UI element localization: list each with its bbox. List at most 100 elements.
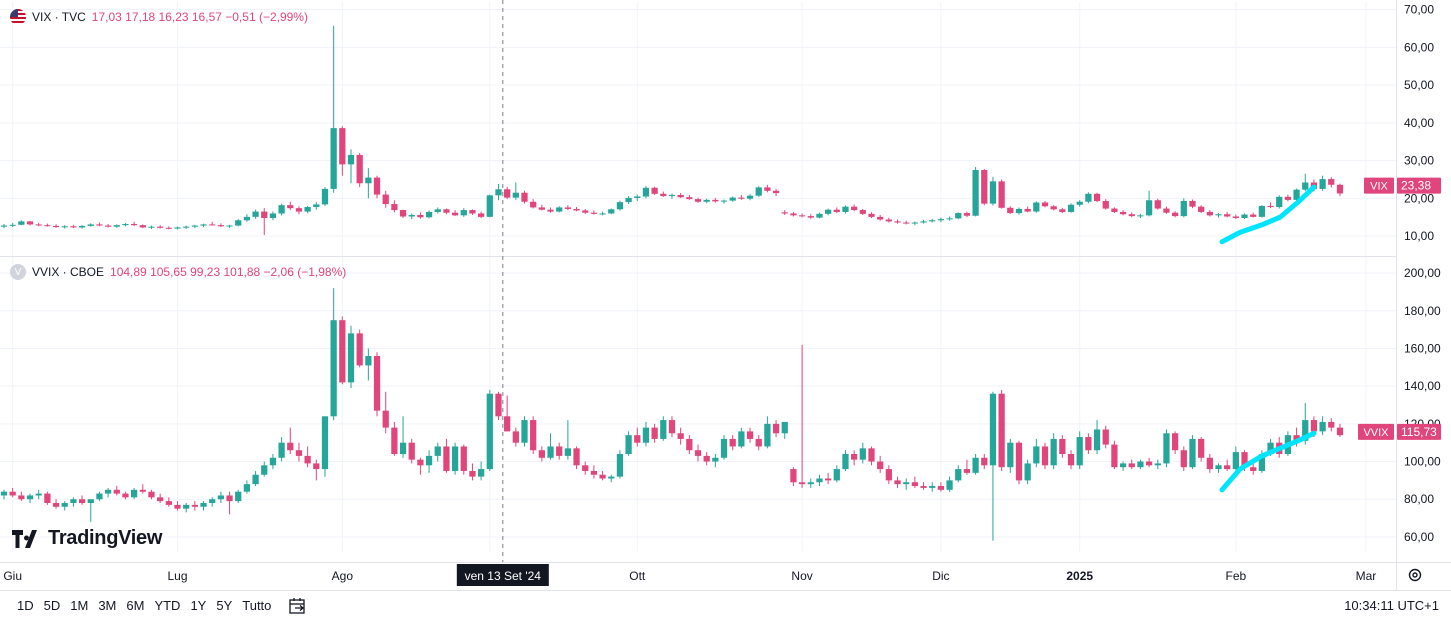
candle-body bbox=[920, 221, 927, 223]
candle-body bbox=[9, 491, 16, 496]
range-6m[interactable]: 6M bbox=[126, 598, 145, 613]
candle-body bbox=[851, 454, 858, 460]
range-all[interactable]: Tutto bbox=[242, 598, 272, 613]
candle-body bbox=[781, 212, 788, 214]
candle-body bbox=[417, 214, 424, 218]
candle-body bbox=[1258, 454, 1265, 471]
chart-canvas[interactable]: 10,00 20,00 30,00 40,00 50,00 60,00 70,00 VIX 23… bbox=[0, 0, 1451, 590]
candle-body bbox=[269, 457, 277, 466]
candle-body bbox=[104, 489, 112, 494]
candle-body bbox=[399, 210, 407, 217]
candle-body bbox=[1102, 201, 1109, 209]
candle-body bbox=[417, 459, 424, 466]
candle-body bbox=[478, 469, 485, 477]
gear-icon[interactable] bbox=[1407, 567, 1423, 583]
candle-body bbox=[955, 213, 962, 219]
candle-body bbox=[1232, 452, 1239, 470]
candle-body bbox=[104, 225, 112, 227]
candle-body bbox=[694, 450, 702, 456]
candle-body bbox=[842, 454, 849, 470]
candle-body bbox=[113, 489, 120, 494]
candle-body bbox=[538, 450, 545, 458]
vvix-legend[interactable]: V VVIX · CBOE 104,89 105,65 99,23 101,88… bbox=[10, 264, 346, 280]
candle-body bbox=[252, 474, 259, 485]
range-5d[interactable]: 5D bbox=[43, 598, 61, 613]
candle-body bbox=[989, 181, 997, 204]
candle-body bbox=[1076, 201, 1083, 205]
candle-body bbox=[668, 420, 676, 434]
candle-body bbox=[1293, 189, 1300, 200]
candle-body bbox=[564, 207, 571, 209]
candle-body bbox=[1041, 202, 1049, 207]
candle-body bbox=[139, 225, 146, 228]
candle-body bbox=[70, 226, 77, 228]
candle-body bbox=[1015, 208, 1023, 214]
candle-body bbox=[1154, 200, 1161, 209]
candle-body bbox=[1224, 214, 1231, 217]
candle-body bbox=[61, 226, 68, 228]
candle-body bbox=[833, 469, 840, 481]
candle-body bbox=[972, 170, 979, 216]
candle-body bbox=[478, 213, 485, 217]
candle-body bbox=[816, 213, 823, 218]
candle-body bbox=[521, 420, 528, 443]
candle-body bbox=[1180, 450, 1187, 468]
candle-body bbox=[1033, 446, 1040, 464]
candle-body bbox=[582, 465, 589, 471]
y-tick-label: 180,00 bbox=[1404, 304, 1441, 318]
candle-body bbox=[1085, 437, 1092, 451]
v-badge-icon: V bbox=[10, 264, 26, 280]
candle-body bbox=[1085, 193, 1092, 202]
candle-body bbox=[148, 226, 155, 228]
vix-legend[interactable]: VIX · TVC 17,03 17,18 16,23 16,57 −0,51 … bbox=[10, 9, 308, 25]
candle-body bbox=[434, 209, 441, 212]
candle-body bbox=[599, 213, 606, 215]
candle-body bbox=[955, 469, 962, 481]
candle-body bbox=[200, 503, 207, 507]
candle-body bbox=[1145, 200, 1153, 216]
candle-body bbox=[157, 497, 164, 502]
candle-body bbox=[556, 207, 563, 212]
candle-body bbox=[1137, 461, 1144, 468]
candle-body bbox=[209, 224, 216, 226]
x-tick-label: Dic bbox=[932, 569, 949, 583]
candle-body bbox=[1241, 452, 1248, 468]
candle-body bbox=[486, 393, 493, 470]
candle-body bbox=[1137, 215, 1144, 217]
y-tick-label: 60,00 bbox=[1404, 40, 1434, 54]
range-ytd[interactable]: YTD bbox=[154, 598, 181, 613]
candle-body bbox=[720, 200, 728, 202]
candle-body bbox=[399, 442, 407, 454]
candle-body bbox=[1241, 214, 1248, 218]
candle-body bbox=[408, 214, 415, 217]
candle-body bbox=[183, 504, 190, 509]
candle-body bbox=[1319, 179, 1326, 189]
candle-body bbox=[1041, 446, 1049, 466]
clock[interactable]: 10:34:11 UTC+1 bbox=[1344, 598, 1439, 613]
range-3m[interactable]: 3M bbox=[98, 598, 117, 613]
range-1m[interactable]: 1M bbox=[70, 598, 89, 613]
candle-body bbox=[929, 486, 936, 488]
candle-body bbox=[113, 225, 120, 227]
calendar-goto-icon[interactable] bbox=[288, 597, 308, 615]
candle-body bbox=[781, 421, 788, 434]
candle-body bbox=[1189, 201, 1196, 207]
candle-body bbox=[1093, 193, 1101, 202]
tradingview-logo[interactable]: TradingView bbox=[12, 527, 162, 550]
candle-body bbox=[122, 493, 129, 498]
candle-body bbox=[252, 211, 259, 217]
range-5y[interactable]: 5Y bbox=[216, 598, 233, 613]
candle-body bbox=[616, 202, 624, 210]
candle-body bbox=[642, 427, 650, 443]
range-1d[interactable]: 1D bbox=[17, 598, 34, 613]
range-1y[interactable]: 1Y bbox=[190, 598, 207, 613]
candle-body bbox=[495, 393, 502, 417]
candle-body bbox=[530, 420, 537, 451]
candle-body bbox=[1102, 429, 1109, 445]
candle-body bbox=[44, 493, 51, 503]
candle-body bbox=[608, 476, 615, 479]
candle-body bbox=[78, 499, 86, 503]
candle-body bbox=[1154, 463, 1161, 466]
y-tick-label: 60,00 bbox=[1404, 530, 1434, 544]
candle-body bbox=[660, 420, 667, 439]
